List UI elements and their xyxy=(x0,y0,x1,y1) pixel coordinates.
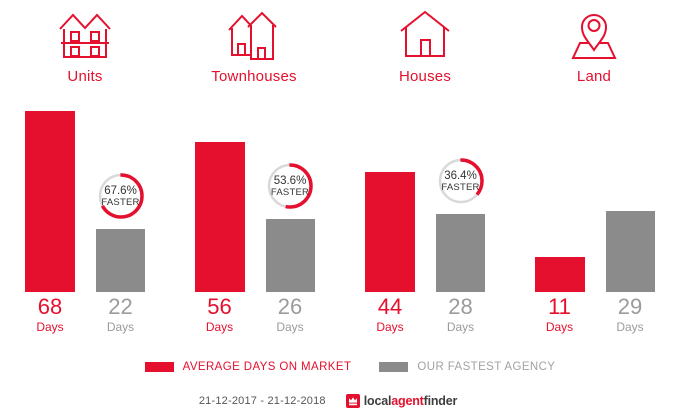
legend-item-fastest-agency: OUR FASTEST AGENCY xyxy=(379,361,555,373)
bar-market-land xyxy=(534,257,585,292)
days-number: 56 xyxy=(207,294,232,319)
category-header-houses: Houses xyxy=(365,8,485,85)
category-label: Units xyxy=(67,68,103,85)
badge-percent: 53.6% xyxy=(273,174,307,187)
badge-percent: 36.4% xyxy=(444,169,477,182)
value-agency-land: 29 Days xyxy=(590,296,670,334)
bar-agency-units xyxy=(96,229,145,292)
value-labels: 68 Days 22 Days 56 Days 26 Days 44 Days 28 Days 11 Da… xyxy=(0,296,700,338)
days-number: 29 xyxy=(617,294,643,319)
days-number: 26 xyxy=(277,294,303,319)
days-number: 44 xyxy=(377,294,403,319)
days-unit-label: Days xyxy=(106,320,135,334)
badge-percent: 67.6% xyxy=(104,184,137,197)
category-header-townhouses: Townhouses xyxy=(194,8,314,85)
faster-badge: 67.6% FASTER xyxy=(97,172,145,220)
legend-label: OUR FASTEST AGENCY xyxy=(417,361,556,373)
logo-agent: agent xyxy=(391,394,424,408)
badge-faster-label: FASTER xyxy=(270,186,310,198)
days-unit-label: Days xyxy=(276,320,304,334)
faster-badge: 53.6% FASTER xyxy=(266,162,314,210)
logo-local: local xyxy=(363,394,392,408)
bar-market-townhouses xyxy=(194,142,245,292)
value-market-houses: 44 Days xyxy=(350,296,430,334)
land-map-pin-icon xyxy=(571,14,617,59)
badge-faster-label: FASTER xyxy=(441,181,480,193)
faster-badge: 36.4% FASTER xyxy=(437,157,485,205)
logo-finder: finder xyxy=(423,394,458,408)
legend: AVERAGE DAYS ON MARKET OUR FASTEST AGENC… xyxy=(0,361,700,373)
category-header-units: Units xyxy=(25,8,145,85)
footer: 21-12-2017 - 21-12-2018 localagentfinder xyxy=(0,394,678,408)
days-number: 11 xyxy=(548,294,571,319)
category-header-land: Land xyxy=(534,8,654,85)
days-unit-label: Days xyxy=(446,320,475,334)
plot-area: 67.6% FASTER 53.6% FASTER 36.4% FASTER xyxy=(0,100,700,292)
value-market-townhouses: 56 Days xyxy=(180,296,260,334)
legend-label: AVERAGE DAYS ON MARKET xyxy=(182,361,352,373)
value-market-units: 68 Days xyxy=(10,296,90,334)
category-label: Houses xyxy=(398,68,452,85)
value-agency-units: 22 Days xyxy=(81,296,161,334)
legend-swatch-red xyxy=(144,362,174,372)
legend-item-average-days: AVERAGE DAYS ON MARKET xyxy=(144,361,352,373)
category-label: Townhouses xyxy=(211,68,297,85)
value-agency-townhouses: 26 Days xyxy=(250,296,330,334)
badge-faster-label: FASTER xyxy=(101,196,140,208)
bar-market-houses xyxy=(365,172,415,292)
bar-agency-townhouses xyxy=(265,219,315,292)
value-market-land: 11 Days xyxy=(520,296,600,334)
townhouses-icon xyxy=(228,11,277,60)
bar-agency-land xyxy=(605,211,655,292)
logo-text: localagentfinder xyxy=(363,394,458,408)
days-unit-label: Days xyxy=(545,320,574,334)
date-range: 21-12-2017 - 21-12-2018 xyxy=(198,395,326,407)
days-number: 28 xyxy=(448,294,473,319)
localagentfinder-logo: localagentfinder xyxy=(345,394,458,408)
logo-crown-icon xyxy=(345,394,360,408)
category-label: Land xyxy=(576,68,612,85)
days-unit-label: Days xyxy=(616,320,644,334)
bar-agency-houses xyxy=(436,214,485,292)
house-icon xyxy=(400,10,450,57)
bar-market-units xyxy=(25,111,75,292)
legend-swatch-gray xyxy=(379,362,409,372)
days-unit-label: Days xyxy=(376,320,404,334)
value-agency-houses: 28 Days xyxy=(421,296,501,334)
days-unit-label: Days xyxy=(36,320,64,334)
days-number: 68 xyxy=(37,294,63,319)
days-number: 22 xyxy=(108,294,133,319)
days-unit-label: Days xyxy=(205,320,234,334)
units-duplex-icon xyxy=(59,13,111,58)
